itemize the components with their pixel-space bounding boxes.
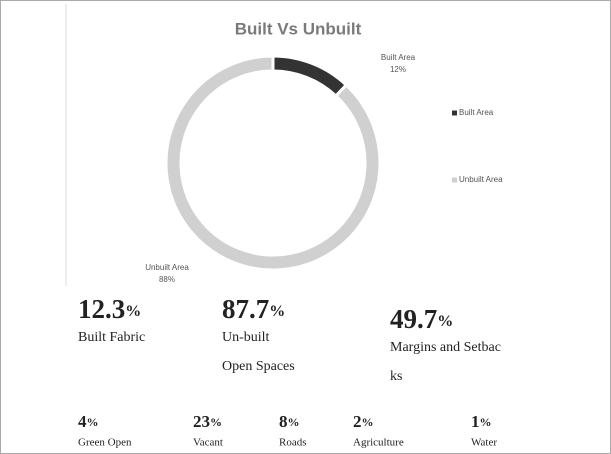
small-stat-value: 8%	[279, 412, 300, 431]
small-stat-label: Water	[471, 437, 497, 449]
small-stat-label: Vacant	[193, 437, 223, 449]
small-stat-number: 8	[279, 412, 288, 431]
small-stat-unit: %	[362, 415, 374, 429]
legend-swatch	[452, 110, 457, 116]
data-label-name: Built Area	[381, 53, 416, 62]
small-stat-value: 2%	[353, 412, 374, 431]
donut-segment	[164, 54, 382, 272]
stat-unit: %	[125, 303, 141, 320]
small-stat-value: 23%	[193, 412, 222, 431]
stat-label: Margins and Setbac	[390, 340, 501, 355]
data-label: 12%	[390, 65, 406, 74]
legend-label: Unbuilt Area	[459, 175, 503, 184]
stat-unit: %	[269, 303, 285, 320]
legend-label: Built Area	[459, 108, 494, 117]
legend-swatch	[452, 177, 457, 183]
chart-title: Built Vs Unbuilt	[235, 19, 362, 38]
stat-label: Built Fabric	[78, 330, 145, 345]
small-stat-label: Green Open	[78, 437, 132, 449]
stat-label: Open Spaces	[222, 359, 295, 374]
data-label-name: Unbuilt Area	[145, 263, 189, 272]
data-label: 88%	[159, 275, 175, 284]
small-stat-unit: %	[210, 415, 222, 429]
stat-number: 12.3	[78, 294, 125, 324]
small-stat-unit: %	[480, 415, 492, 429]
small-stat-unit: %	[87, 415, 99, 429]
small-stat-number: 4	[78, 412, 87, 431]
stat-value: 12.3%	[78, 294, 141, 324]
small-stat-number: 23	[193, 412, 210, 431]
small-stat-label: Roads	[279, 437, 307, 449]
small-stat-number: 1	[471, 412, 480, 431]
stat-label: Un-built	[222, 330, 270, 345]
small-stat-label: Agriculture	[353, 437, 404, 449]
small-stat-number: 2	[353, 412, 362, 431]
stat-value: 49.7%	[390, 304, 453, 334]
stat-value: 87.7%	[222, 294, 285, 324]
small-stat-unit: %	[288, 415, 300, 429]
small-stat-value: 4%	[78, 412, 99, 431]
donut-segment	[271, 54, 349, 99]
stat-number: 87.7	[222, 294, 269, 324]
stat-unit: %	[437, 313, 453, 330]
stat-label: ks	[390, 369, 402, 384]
small-stat-value: 1%	[471, 412, 492, 431]
stat-number: 49.7	[390, 304, 437, 334]
